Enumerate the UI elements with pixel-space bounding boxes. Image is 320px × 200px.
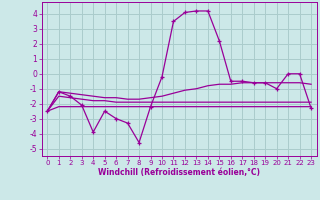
X-axis label: Windchill (Refroidissement éolien,°C): Windchill (Refroidissement éolien,°C) (98, 168, 260, 177)
